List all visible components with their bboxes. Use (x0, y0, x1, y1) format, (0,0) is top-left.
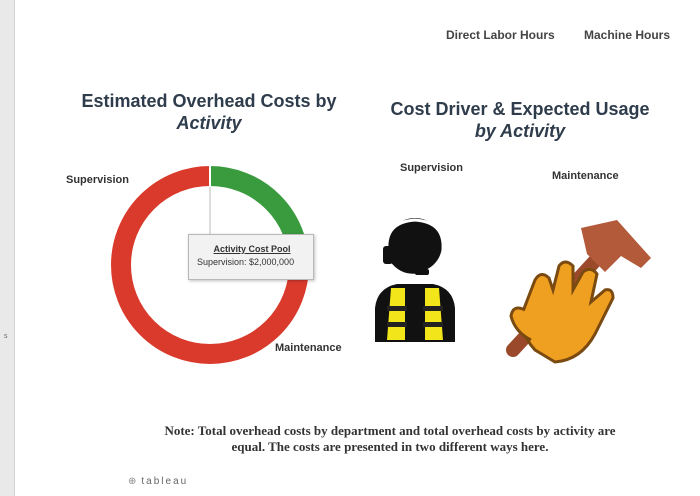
right-title-line2: by Activity (474, 121, 566, 141)
tableau-wordmark: tableau (141, 476, 189, 487)
supervision-label: Supervision (66, 174, 129, 186)
note-line1: Note: Total overhead costs by department… (164, 423, 616, 438)
hammer-hand-icon (506, 220, 651, 364)
supervision-icon-label: Supervision (400, 162, 463, 174)
supervisor-icon (375, 218, 455, 342)
left-chart-title: Estimated Overhead Costs by Activity (64, 90, 354, 134)
left-title-line1: Estimated Overhead Costs by (81, 91, 337, 111)
note-line2: equal. The costs are presented in two di… (231, 439, 549, 454)
donut-slice-maintenance[interactable] (109, 163, 312, 366)
dashboard-panel: Direct Labor Hours Machine Hours Estimat… (40, 0, 700, 496)
right-panel-title: Cost Driver & Expected Usage by Activity (370, 98, 670, 142)
maintenance-icon-label: Maintenance (552, 170, 619, 182)
tab-machine-hours[interactable]: Machine Hours (584, 28, 671, 42)
note-text: Note: Total overhead costs by department… (120, 423, 660, 455)
tooltip-text: Supervision: $2,000,000 (197, 257, 295, 267)
right-title-line1: Cost Driver & Expected Usage (390, 99, 650, 119)
tooltip-title: Activity Cost Pool (213, 244, 291, 254)
page-edge: s (0, 0, 15, 496)
maintenance-label: Maintenance (275, 342, 342, 354)
tableau-logo[interactable]: ⊕ tableau (128, 476, 188, 487)
tableau-plus-icon: ⊕ (128, 476, 139, 487)
hand-cursor-icon: ☝ (108, 218, 118, 237)
left-title-line2: Activity (176, 113, 242, 133)
tooltip: Activity Cost Pool Supervision: $2,000,0… (188, 234, 314, 280)
tab-direct-labor-hours[interactable]: Direct Labor Hours (446, 28, 555, 42)
